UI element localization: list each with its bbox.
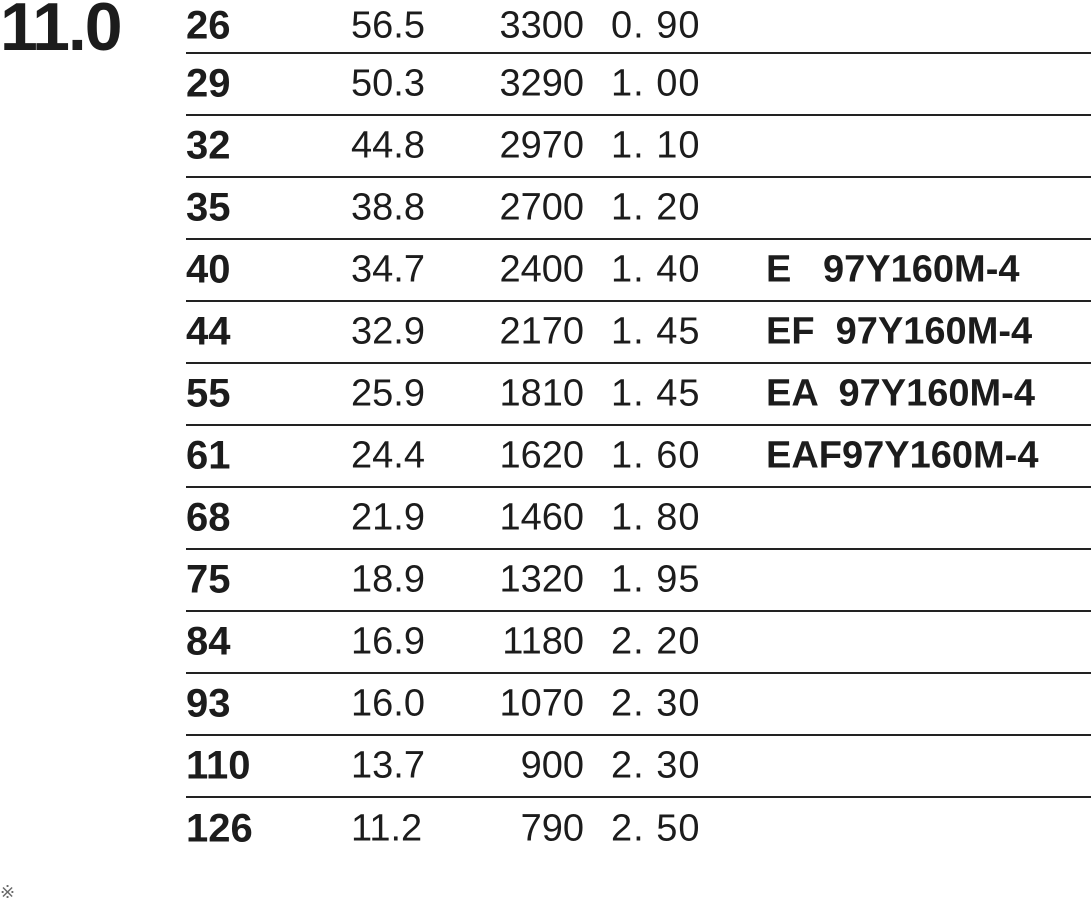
cell-col2: 18.9 xyxy=(351,559,425,602)
cell-col5: EAF97Y160M-4 xyxy=(766,435,1038,478)
table-row: 55 25.9 1810 1. 45 EA 97Y160M-4 xyxy=(186,364,1091,426)
table-row: 35 38.8 2700 1. 20 xyxy=(186,178,1091,240)
cell-col2: 16.0 xyxy=(351,683,425,726)
cell-col2: 34.7 xyxy=(351,249,425,292)
table-row: 29 50.3 3290 1. 00 xyxy=(186,54,1091,116)
table-row: 32 44.8 2970 1. 10 xyxy=(186,116,1091,178)
cell-col3: 2400 xyxy=(489,249,584,292)
cell-col3: 1070 xyxy=(489,683,584,726)
cell-col1: 68 xyxy=(186,496,231,541)
cell-col3: 3290 xyxy=(489,63,584,106)
cell-col5: E 97Y160M-4 xyxy=(766,249,1019,292)
cell-col1: 32 xyxy=(186,124,231,169)
cell-col3: 1320 xyxy=(489,559,584,602)
table-row: 26 56.5 3300 0. 90 xyxy=(186,0,1091,54)
data-table: 26 56.5 3300 0. 90 29 50.3 3290 1. 00 32… xyxy=(186,0,1091,860)
cell-col1: 126 xyxy=(186,807,253,852)
cell-col4: 2. 30 xyxy=(611,745,701,788)
cell-col3: 1620 xyxy=(489,435,584,478)
cell-col3: 2700 xyxy=(489,187,584,230)
cell-col5: EA 97Y160M-4 xyxy=(766,373,1035,416)
cell-col4: 2. 50 xyxy=(611,808,701,851)
cell-col2: 50.3 xyxy=(351,63,425,106)
cell-col2: 16.9 xyxy=(351,621,425,664)
cell-col4: 1. 10 xyxy=(611,125,701,168)
cell-col4: 1. 45 xyxy=(611,373,701,416)
cell-col3: 3300 xyxy=(489,5,584,48)
cell-col2: 32.9 xyxy=(351,311,425,354)
table-row: 84 16.9 1180 2. 20 xyxy=(186,612,1091,674)
table-row: 110 13.7 900 2. 30 xyxy=(186,736,1091,798)
cell-col1: 93 xyxy=(186,682,231,727)
cell-col1: 84 xyxy=(186,620,231,665)
cell-col4: 1. 80 xyxy=(611,497,701,540)
cell-col2: 24.4 xyxy=(351,435,425,478)
cell-col1: 29 xyxy=(186,62,231,107)
cell-col4: 1. 60 xyxy=(611,435,701,478)
cell-col2: 38.8 xyxy=(351,187,425,230)
footnote-mark: ※ xyxy=(0,882,15,899)
section-number: 11.0 xyxy=(0,0,121,66)
cell-col4: 2. 20 xyxy=(611,621,701,664)
cell-col2: 25.9 xyxy=(351,373,425,416)
cell-col3: 1180 xyxy=(489,621,584,664)
cell-col2: 44.8 xyxy=(351,125,425,168)
table-row: 126 11.2 790 2. 50 xyxy=(186,798,1091,860)
cell-col1: 55 xyxy=(186,372,231,417)
table-row: 40 34.7 2400 1. 40 E 97Y160M-4 xyxy=(186,240,1091,302)
table-row: 68 21.9 1460 1. 80 xyxy=(186,488,1091,550)
cell-col4: 1. 00 xyxy=(611,63,701,106)
cell-col1: 35 xyxy=(186,186,231,231)
cell-col4: 1. 40 xyxy=(611,249,701,292)
cell-col4: 2. 30 xyxy=(611,683,701,726)
page: 11.0 26 56.5 3300 0. 90 29 50.3 3290 1. … xyxy=(0,0,1091,899)
cell-col3: 2170 xyxy=(489,311,584,354)
cell-col2: 11.2 xyxy=(351,808,422,851)
cell-col4: 1. 95 xyxy=(611,559,701,602)
cell-col3: 1460 xyxy=(489,497,584,540)
cell-col2: 13.7 xyxy=(351,745,425,788)
table-row: 75 18.9 1320 1. 95 xyxy=(186,550,1091,612)
table-row: 93 16.0 1070 2. 30 xyxy=(186,674,1091,736)
cell-col1: 44 xyxy=(186,310,231,355)
cell-col2: 21.9 xyxy=(351,497,425,540)
table-row: 61 24.4 1620 1. 60 EAF97Y160M-4 xyxy=(186,426,1091,488)
cell-col3: 900 xyxy=(489,745,584,788)
cell-col5: EF 97Y160M-4 xyxy=(766,311,1032,354)
cell-col4: 1. 45 xyxy=(611,311,701,354)
cell-col1: 26 xyxy=(186,4,231,49)
cell-col4: 0. 90 xyxy=(611,5,701,48)
table-row: 44 32.9 2170 1. 45 EF 97Y160M-4 xyxy=(186,302,1091,364)
cell-col1: 40 xyxy=(186,248,231,293)
cell-col1: 61 xyxy=(186,434,231,479)
cell-col2: 56.5 xyxy=(351,5,425,48)
cell-col4: 1. 20 xyxy=(611,187,701,230)
cell-col3: 790 xyxy=(489,808,584,851)
cell-col1: 75 xyxy=(186,558,231,603)
cell-col3: 1810 xyxy=(489,373,584,416)
cell-col3: 2970 xyxy=(489,125,584,168)
cell-col1: 110 xyxy=(186,744,251,789)
